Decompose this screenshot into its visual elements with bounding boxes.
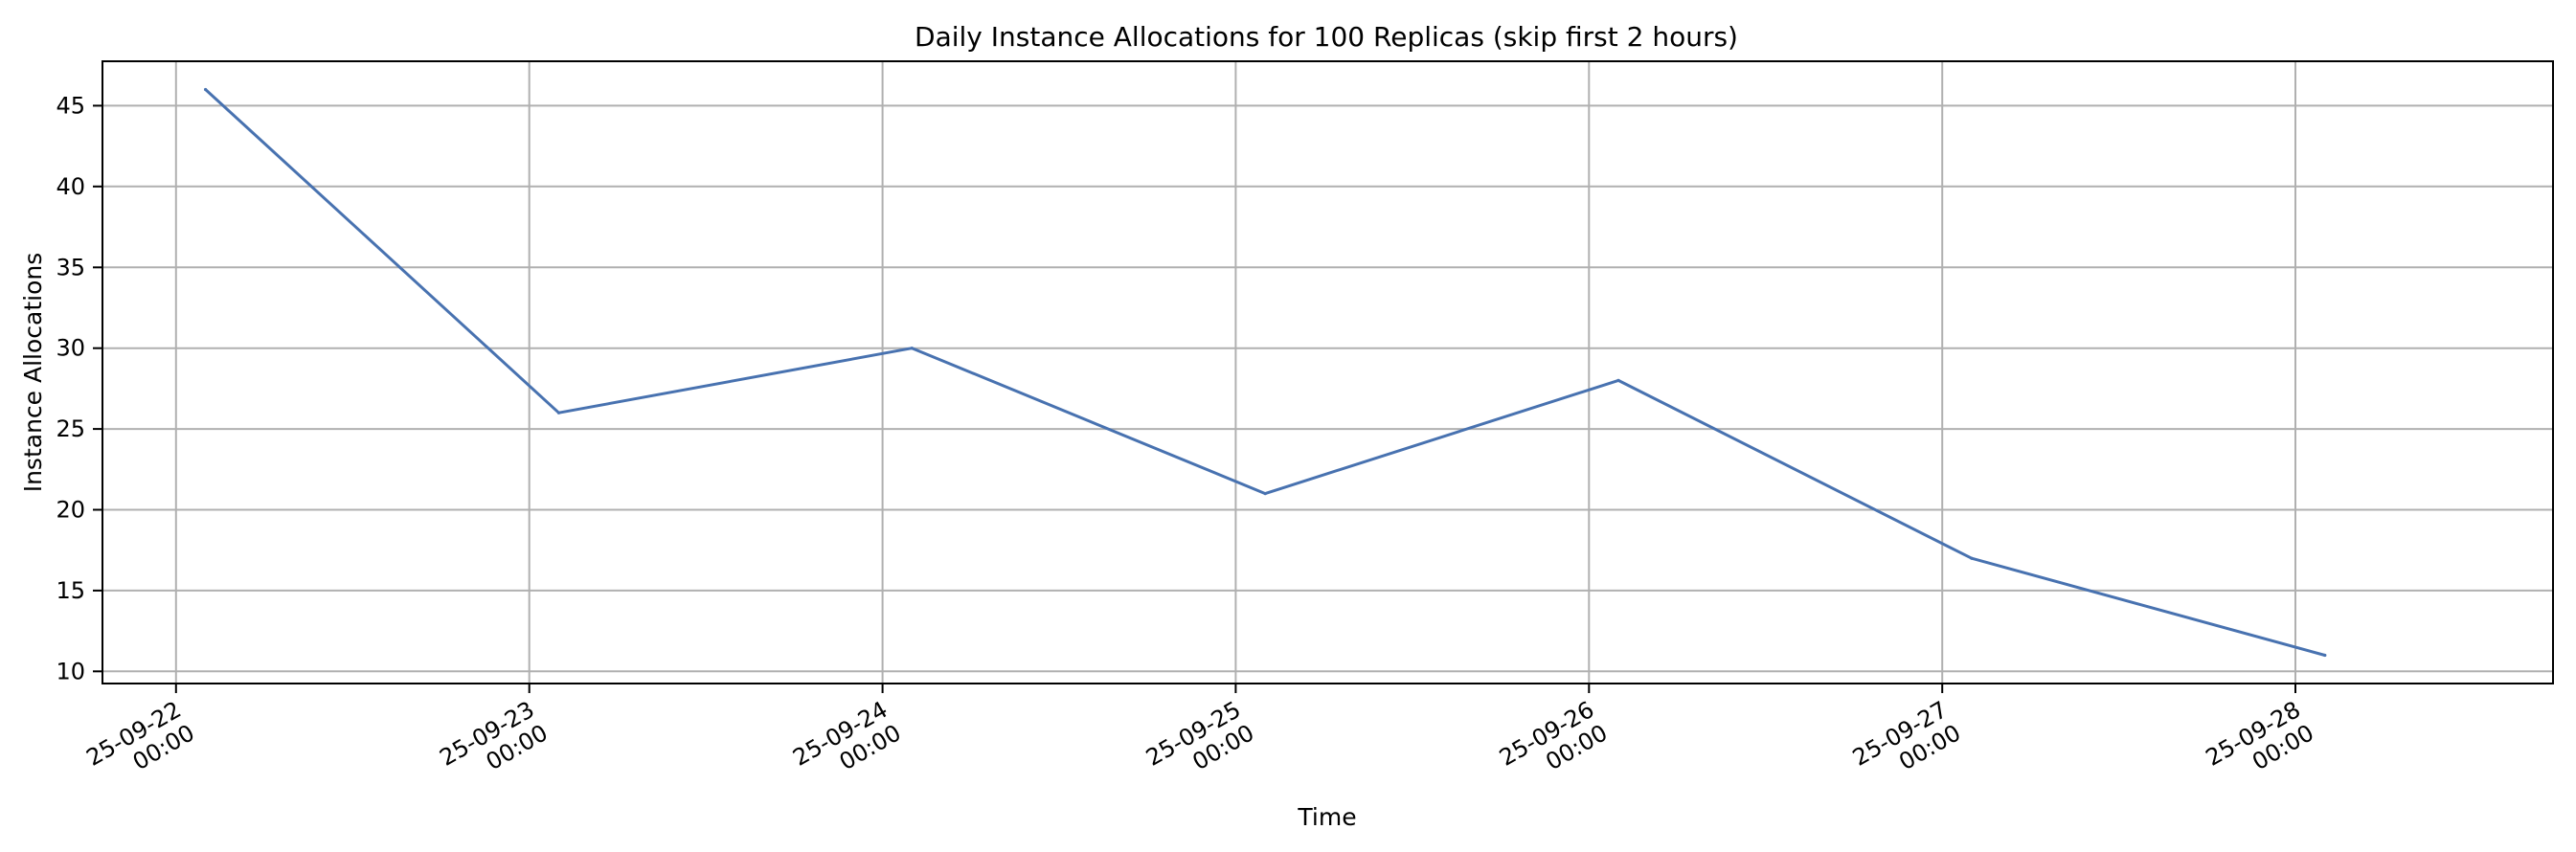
data-point — [910, 347, 914, 350]
y-axis: 10 15 20 25 30 35 40 45 — [56, 92, 102, 684]
grid — [102, 61, 2553, 684]
data-point — [204, 87, 208, 92]
y-tick-label: 20 — [56, 497, 85, 524]
series-layer — [204, 87, 2327, 658]
data-point — [556, 411, 561, 415]
x-axis-label: Time — [1297, 803, 1356, 831]
y-tick-label: 35 — [56, 254, 85, 280]
y-tick-label: 40 — [56, 173, 85, 200]
plot-frame — [102, 60, 2554, 684]
y-tick-label: 45 — [56, 92, 85, 119]
data-point — [1263, 492, 1267, 496]
data-point — [2323, 653, 2327, 658]
chart-title: Daily Instance Allocations for 100 Repli… — [915, 21, 1738, 53]
y-tick-label: 30 — [56, 335, 85, 362]
y-tick-label: 15 — [56, 577, 85, 604]
y-tick-label: 10 — [56, 658, 85, 684]
y-tick-label: 25 — [56, 415, 85, 442]
data-point — [1970, 556, 1974, 560]
y-axis-label: Instance Allocations — [19, 253, 47, 493]
series-line — [204, 88, 2326, 657]
data-point — [1616, 378, 1620, 382]
